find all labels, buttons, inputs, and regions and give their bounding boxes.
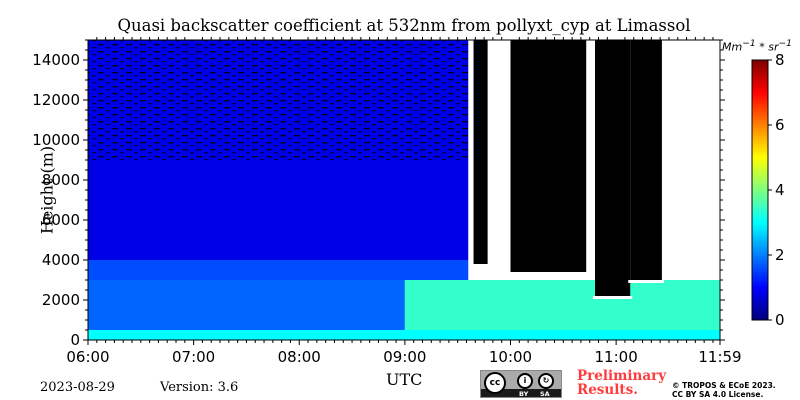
heatmap-layer-3 [88,260,469,280]
x-tick-label: 09:00 [383,348,426,366]
cc-sa-label: SA [540,390,550,398]
x-tick-label: 07:00 [172,348,215,366]
y-tick-label: 10000 [32,131,80,149]
colorbar: 0 2 4 6 8 [751,51,785,329]
cloud-base-3 [628,280,664,283]
colorbar-tick-label: 6 [775,116,785,134]
colorbar-tick-label: 8 [775,51,785,69]
x-tick-label: 11:59 [698,348,741,366]
x-tick-label: 08:00 [278,348,321,366]
preliminary-notice: Preliminary Results. [577,368,667,398]
heatmap-layer-0 [88,330,720,340]
share-alike-icon: ↻ [538,373,554,389]
noise-speckle [88,40,469,160]
attribution-icon: i [517,373,533,389]
cloud-1 [510,40,587,272]
version-label: Version: 3.6 [160,380,239,395]
x-tick-label: 10:00 [489,348,532,366]
heatmap-layer-1 [88,280,405,330]
cloud-base-2 [593,296,633,299]
axes: 0 2000 4000 6000 8000 10000 12000 14000 06:00 07:… [32,37,742,366]
colorbar-unit-label: Mm−1 * sr−1 [722,38,792,54]
colorbar-tick-label: 0 [775,311,785,329]
x-tick-label: 06:00 [66,348,109,366]
y-tick-label: 14000 [32,51,80,69]
heatmap-plot [88,40,720,340]
cc-icon: cc [484,372,506,394]
cloud-3 [630,40,662,280]
colorbar-tick-label: 2 [775,246,785,264]
cloud-base-1 [508,272,589,275]
y-tick-label: 0 [70,331,80,349]
cloud-2 [595,40,631,296]
copyright-notice: © TROPOS & ECoE 2023. CC BY SA 4.0 Licen… [672,381,776,399]
colorbar-tick-label: 4 [775,181,785,199]
cloud-base-0 [471,264,490,267]
y-axis-label: Height (m) [37,145,57,235]
date-label: 2023-08-29 [40,380,115,395]
y-tick-label: 6000 [42,211,80,229]
cc-by-label: BY [519,390,529,398]
chart-title: Quasi backscatter coefficient at 532nm f… [117,16,691,35]
x-tick-label: 11:00 [595,348,638,366]
y-tick-label: 2000 [42,291,80,309]
y-tick-label: 4000 [42,251,80,269]
colorbar-gradient [751,59,769,321]
cc-license-badge[interactable]: cc i ↻ BY SA [480,370,562,398]
y-tick-label: 12000 [32,91,80,109]
x-axis-label: UTC [386,370,423,389]
y-tick-label: 8000 [42,171,80,189]
cloud-0 [473,40,488,264]
heatmap-layer-2 [404,280,720,330]
